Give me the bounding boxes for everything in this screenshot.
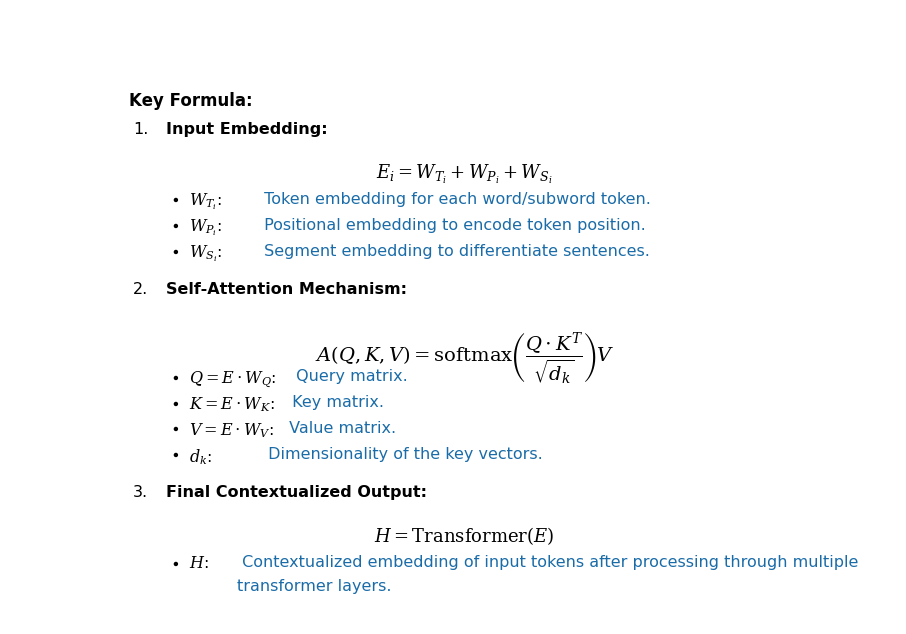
Text: $\bullet$: $\bullet$ xyxy=(171,370,179,384)
Text: $\bullet$: $\bullet$ xyxy=(171,396,179,410)
Text: $\bullet$: $\bullet$ xyxy=(171,421,179,436)
Text: Input Embedding:: Input Embedding: xyxy=(166,122,328,138)
Text: Query matrix.: Query matrix. xyxy=(291,370,408,384)
Text: $d_k$:: $d_k$: xyxy=(189,447,212,467)
Text: $E_i = W_{T_i} + W_{P_i} + W_{S_i}$: $E_i = W_{T_i} + W_{P_i} + W_{S_i}$ xyxy=(376,162,553,186)
Text: $H = \mathrm{Transformer}(E)$: $H = \mathrm{Transformer}(E)$ xyxy=(374,525,554,547)
Text: $W_{P_i}$:: $W_{P_i}$: xyxy=(189,217,222,238)
Text: Token embedding for each word/subword token.: Token embedding for each word/subword to… xyxy=(259,191,651,207)
Text: Final Contextualized Output:: Final Contextualized Output: xyxy=(166,485,427,500)
Text: $\bullet$: $\bullet$ xyxy=(171,217,179,233)
Text: Value matrix.: Value matrix. xyxy=(284,421,396,436)
Text: Segment embedding to differentiate sentences.: Segment embedding to differentiate sente… xyxy=(259,243,651,259)
Text: Self-Attention Mechanism:: Self-Attention Mechanism: xyxy=(166,281,407,297)
Text: $Q = E \cdot W_Q$:: $Q = E \cdot W_Q$: xyxy=(189,370,276,391)
Text: Contextualized embedding of input tokens after processing through multiple: Contextualized embedding of input tokens… xyxy=(236,555,858,571)
Text: $\bullet$: $\bullet$ xyxy=(171,447,179,462)
Text: 3.: 3. xyxy=(133,485,148,500)
Text: $A(Q, K, V) = \mathrm{softmax}\left(\dfrac{Q \cdot K^T}{\sqrt{d_k}}\right) V$: $A(Q, K, V) = \mathrm{softmax}\left(\dfr… xyxy=(314,330,614,386)
Text: $\bullet$: $\bullet$ xyxy=(171,243,179,259)
Text: $\bullet$: $\bullet$ xyxy=(171,191,179,207)
Text: $W_{S_i}$:: $W_{S_i}$: xyxy=(189,243,222,264)
Text: Positional embedding to encode token position.: Positional embedding to encode token pos… xyxy=(259,217,646,233)
Text: Dimensionality of the key vectors.: Dimensionality of the key vectors. xyxy=(263,447,543,462)
Text: transformer layers.: transformer layers. xyxy=(236,579,391,594)
Text: $\bullet$: $\bullet$ xyxy=(171,555,179,571)
Text: Key Formula:: Key Formula: xyxy=(129,92,253,110)
Text: Key matrix.: Key matrix. xyxy=(287,396,384,410)
Text: $H$:: $H$: xyxy=(189,555,208,571)
Text: $V = E \cdot W_V$:: $V = E \cdot W_V$: xyxy=(189,421,274,440)
Text: 2.: 2. xyxy=(133,281,149,297)
Text: 1.: 1. xyxy=(133,122,149,138)
Text: $W_{T_i}$:: $W_{T_i}$: xyxy=(189,191,222,212)
Text: $K = E \cdot W_K$:: $K = E \cdot W_K$: xyxy=(189,396,275,414)
